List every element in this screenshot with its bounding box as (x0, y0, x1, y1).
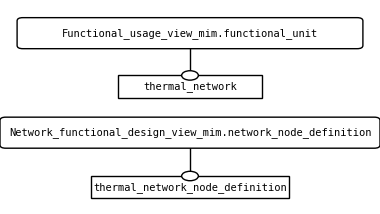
Text: Functional_usage_view_mim.functional_unit: Functional_usage_view_mim.functional_uni… (62, 28, 318, 39)
Text: thermal_network: thermal_network (143, 81, 237, 92)
FancyBboxPatch shape (0, 117, 380, 148)
Circle shape (182, 171, 198, 181)
Text: Network_functional_design_view_mim.network_node_definition: Network_functional_design_view_mim.netwo… (9, 127, 371, 138)
FancyBboxPatch shape (17, 18, 363, 49)
FancyBboxPatch shape (91, 176, 289, 199)
Circle shape (182, 71, 198, 80)
FancyBboxPatch shape (118, 76, 262, 98)
Text: thermal_network_node_definition: thermal_network_node_definition (93, 182, 287, 193)
